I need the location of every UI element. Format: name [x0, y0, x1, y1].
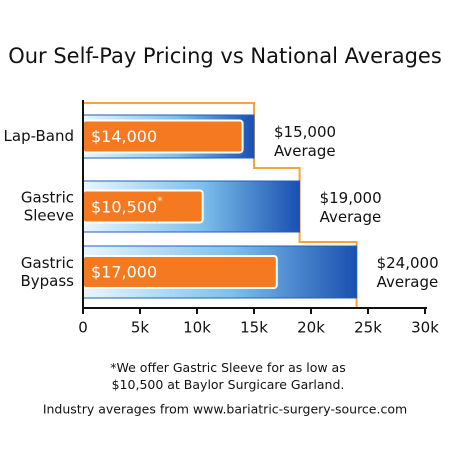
x-tick-label: 15k [240, 319, 268, 337]
source-note: Industry averages from www.bariatric-sur… [43, 402, 407, 417]
y-tick-label: Gastric Sleeve [21, 188, 74, 224]
average-label: $24,000 Average [377, 254, 439, 291]
x-tick-label: 0 [78, 319, 88, 337]
price-label: $14,000 [91, 127, 157, 146]
average-label: $19,000 Average [320, 189, 382, 226]
price-label: $10,500* [91, 195, 163, 217]
x-tick-label: 10k [183, 319, 211, 337]
average-label: $15,000 Average [274, 123, 336, 160]
x-tick-label: 30k [411, 319, 439, 337]
y-tick-label: Lap-Band [4, 127, 74, 145]
x-tick-label: 5k [131, 319, 150, 337]
x-tick-label: 20k [297, 319, 325, 337]
chart-title: Our Self-Pay Pricing vs National Average… [8, 44, 442, 68]
y-tick-label: Gastric Bypass [20, 254, 74, 290]
price-label: $17,000 [91, 263, 157, 282]
footnote: *We offer Gastric Sleeve for as low as $1… [110, 360, 345, 392]
average-outline [83, 102, 358, 308]
x-tick-label: 25k [354, 319, 382, 337]
